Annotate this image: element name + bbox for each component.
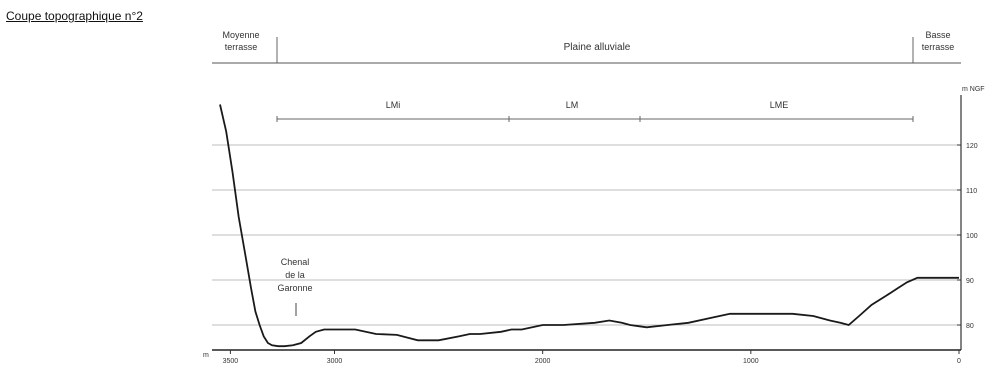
- annotation-line2: de la: [285, 270, 305, 280]
- x-tick-label-1000: 1000: [743, 358, 759, 365]
- y-tick-label-110: 110: [966, 188, 977, 195]
- y-tick-label-90: 90: [966, 278, 974, 285]
- gridlines: [212, 144, 961, 326]
- profile-line: [219, 104, 959, 348]
- zone-label-left-line2: terrasse: [225, 42, 258, 52]
- zone-label-center: Plaine alluviale: [564, 42, 631, 53]
- x-tick-label-3000: 3000: [327, 358, 343, 365]
- annotation-line3: Garonne: [277, 283, 312, 293]
- zone-label-right-line2: terrasse: [922, 42, 955, 52]
- page-title: Coupe topographique n°2: [6, 9, 143, 23]
- right-axis-unit: m NGF: [962, 86, 985, 93]
- x-axis-unit: m: [203, 352, 209, 359]
- y-tick-label-80: 80: [966, 323, 974, 330]
- zone-label-right-line1: Basse: [925, 30, 950, 40]
- subzone-label-lmi: LMi: [386, 100, 401, 110]
- x-tick-labels: 3500 3000 2000 1000 0: [223, 350, 961, 365]
- annotation-line1: Chenal: [281, 257, 310, 267]
- x-tick-label-0: 0: [957, 358, 961, 365]
- subzone-label-lm: LM: [566, 100, 579, 110]
- y-tick-labels: 80 90 100 110 120: [957, 143, 978, 330]
- x-tick-label-3500: 3500: [223, 358, 239, 365]
- x-tick-label-2000: 2000: [535, 358, 551, 365]
- subzone-label-lme: LME: [770, 100, 789, 110]
- y-tick-label-100: 100: [966, 233, 978, 240]
- y-tick-label-120: 120: [966, 143, 978, 150]
- zone-label-left-line1: Moyenne: [222, 30, 259, 40]
